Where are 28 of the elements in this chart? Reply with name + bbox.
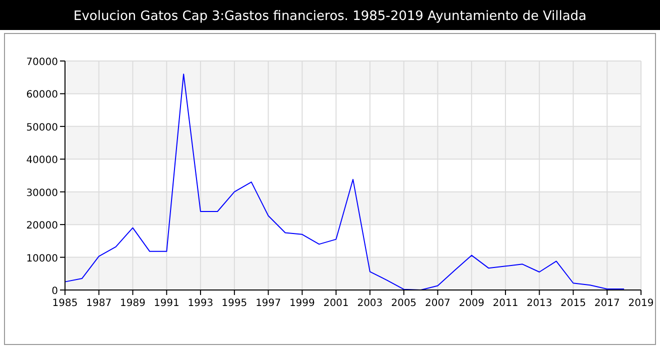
x-tick-label: 2001: [323, 298, 349, 309]
y-tick-label: 30000: [26, 188, 58, 199]
line-series: [64, 74, 625, 290]
x-tick-label: 1989: [120, 298, 146, 309]
y-tick-label: 20000: [26, 220, 58, 232]
chart-title: Evolucion Gatos Cap 3:Gastos financieros. 1985-2019 Ayuntamiento de Villada: [73, 9, 587, 24]
x-tick-label: 1993: [188, 298, 214, 309]
x-tick-label: 2019: [628, 298, 654, 309]
y-tick-label: 0: [52, 286, 58, 297]
x-tick-label: 2011: [492, 298, 518, 309]
x-tick-label: 1999: [289, 298, 315, 309]
y-tick-label: 70000: [26, 57, 58, 68]
x-tick-label: 1995: [222, 298, 248, 309]
x-tick-label: 2007: [424, 298, 450, 309]
x-tick-label: 1991: [154, 298, 180, 309]
x-tick-label: 2009: [458, 298, 484, 309]
x-tick-label: 2013: [526, 298, 552, 309]
x-tick-label: 2017: [594, 298, 620, 309]
x-tick-label: 1987: [86, 298, 112, 309]
x-tick-label: 1985: [52, 298, 78, 309]
y-tick-label: 40000: [26, 155, 58, 166]
x-tick-label: 1997: [256, 298, 282, 309]
y-tick-label: 50000: [26, 122, 58, 134]
y-tick-label: 60000: [26, 90, 58, 101]
x-tick-label: 2015: [560, 298, 586, 309]
x-tick-label: 2005: [391, 298, 417, 309]
x-tick-label: 2003: [357, 298, 383, 309]
y-tick-label: 10000: [26, 253, 58, 264]
